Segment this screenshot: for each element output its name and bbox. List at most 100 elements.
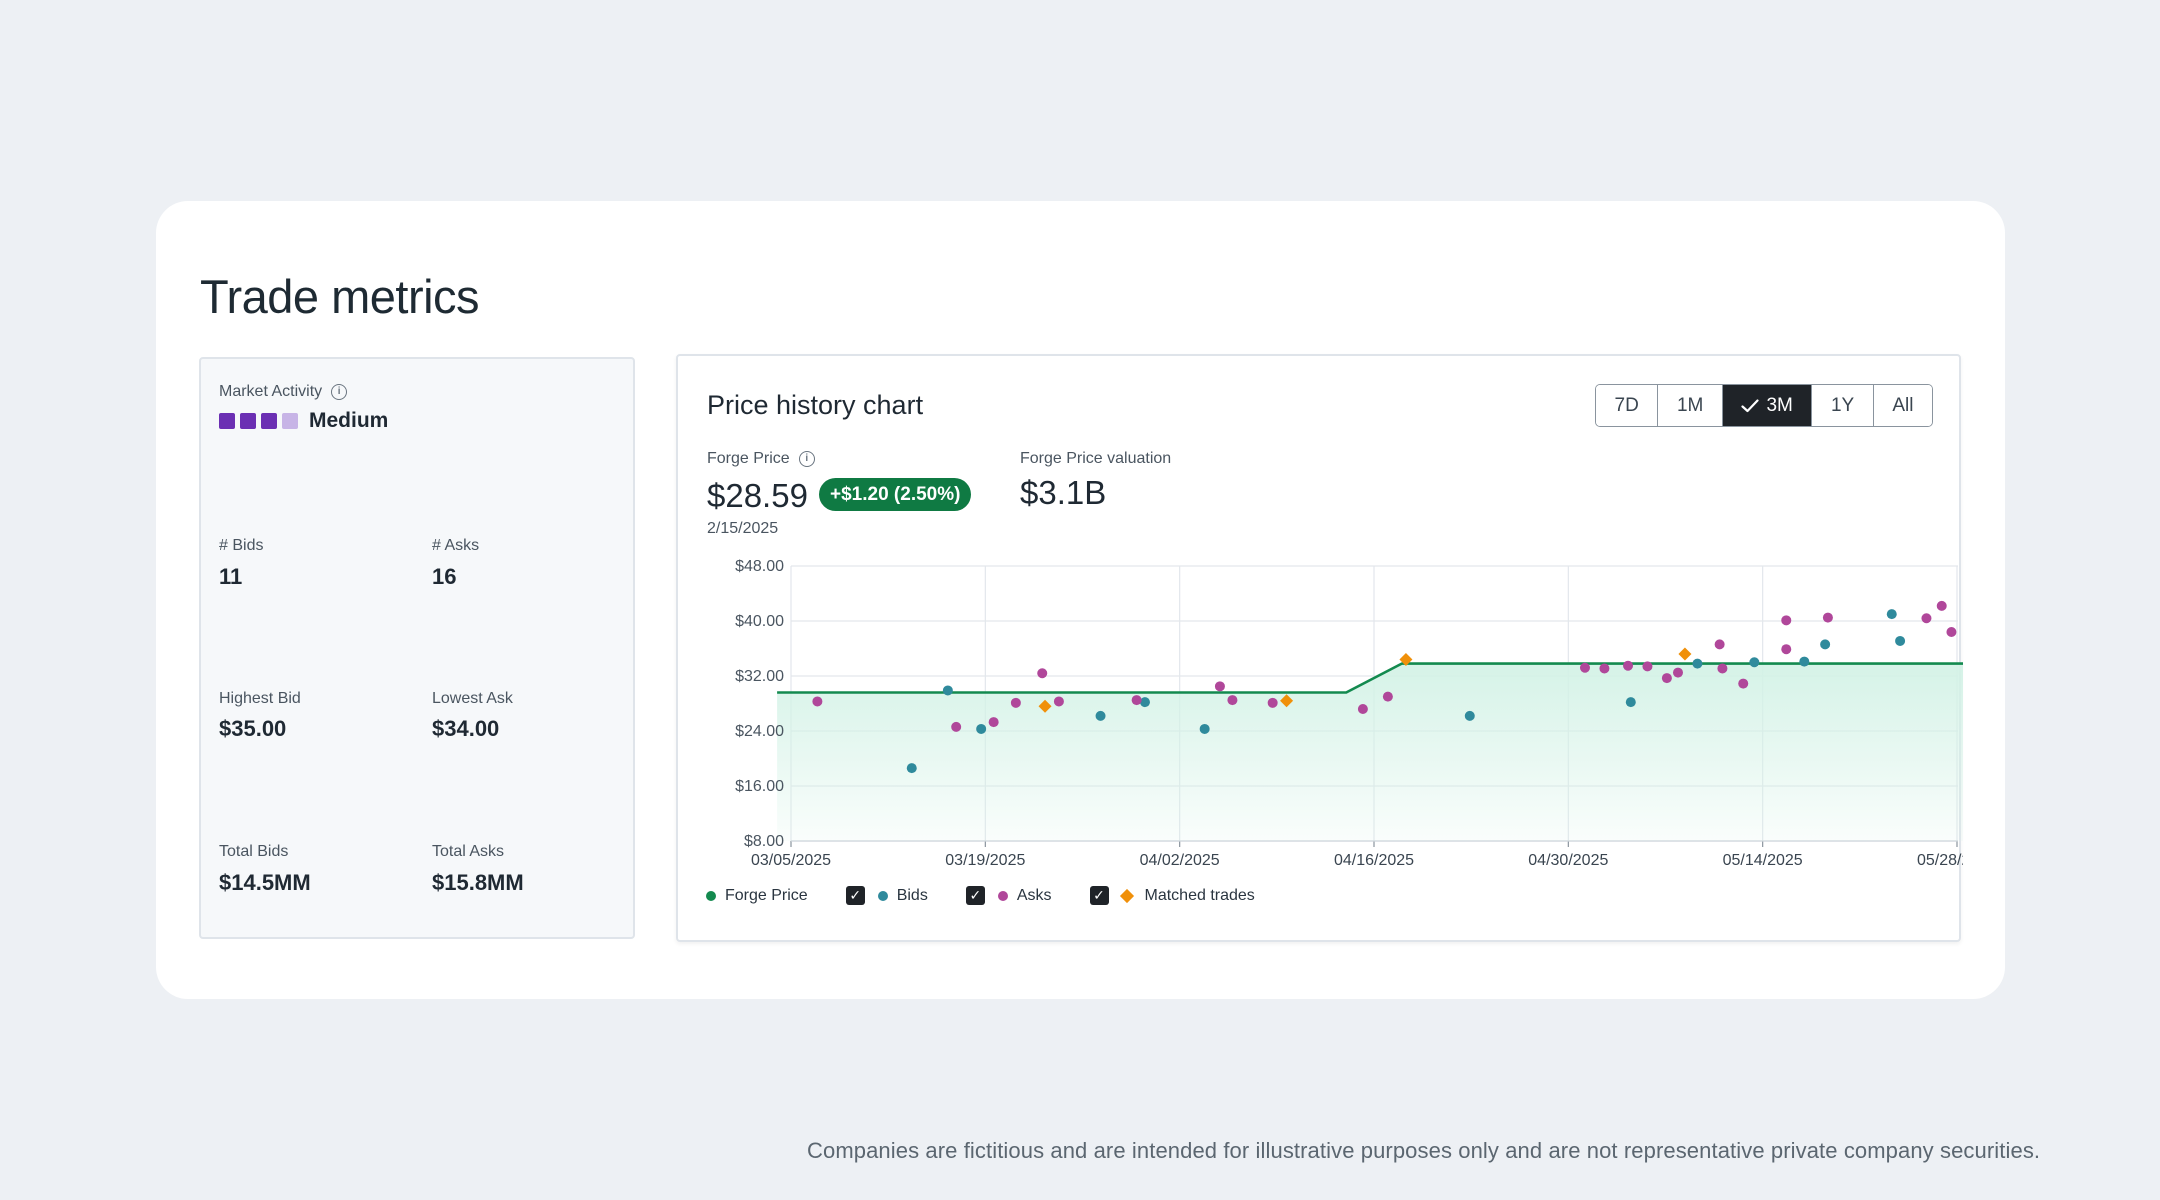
legend-bids[interactable]: ✓ Bids	[845, 886, 928, 905]
forge-price-label-text: Forge Price	[707, 450, 790, 467]
range-label: 3M	[1766, 394, 1793, 416]
range-label: 1Y	[1830, 394, 1855, 416]
legend-diamond	[1119, 888, 1134, 903]
y-tick-label: $48.00	[735, 558, 784, 575]
range-3m-button[interactable]: 3M	[1722, 385, 1813, 426]
legend-label: Asks	[1016, 886, 1052, 904]
y-tick-label: $16.00	[735, 778, 784, 795]
lowest-ask-label: Lowest Ask	[432, 690, 513, 707]
y-tick-label: $8.00	[744, 833, 784, 850]
legend-matched-trades[interactable]: ✓ Matched trades	[1089, 886, 1255, 905]
x-tick-label: 03/05/2025	[751, 852, 831, 869]
y-tick-label: $40.00	[735, 613, 784, 630]
ask-point	[1921, 613, 1932, 624]
range-1m-button[interactable]: 1M	[1658, 385, 1723, 426]
ask-point	[1936, 600, 1947, 611]
ask-point	[1053, 696, 1064, 707]
bid-point	[1692, 658, 1703, 669]
bids-count-value: 11	[219, 564, 243, 589]
ask-point	[1781, 644, 1792, 655]
legend-dot	[997, 890, 1008, 901]
ask-point	[1672, 667, 1683, 678]
legend-dot	[706, 890, 716, 901]
info-icon[interactable]: i	[798, 451, 815, 467]
price-history-chart: $48.00 $40.00 $32.00 $24.00 $16.00 $8.00 03/05…	[735, 558, 1963, 869]
bid-point	[1199, 723, 1210, 734]
valuation-value: $3.1B	[1020, 474, 1107, 511]
chart-title: Price history chart	[707, 390, 924, 420]
x-tick-label: 04/02/2025	[1140, 852, 1220, 869]
asks-count-value: 16	[432, 564, 457, 589]
ask-point	[1010, 697, 1021, 708]
ask-point	[988, 717, 999, 728]
market-activity-indicator: Medium	[219, 409, 388, 433]
ask-point	[1661, 673, 1672, 684]
page-title: Trade metrics	[200, 270, 480, 323]
price-history-panel: Price history chart 7D 1M 3M 1Y All Forg…	[676, 354, 1963, 942]
range-7d-button[interactable]: 7D	[1596, 385, 1659, 426]
matched-trade-point	[1038, 699, 1052, 713]
market-activity-label: Market Activity i	[219, 383, 348, 401]
bid-point	[1895, 635, 1906, 646]
ask-point	[1037, 668, 1048, 679]
range-all-button[interactable]: All	[1873, 385, 1932, 426]
matched-trades-checkbox[interactable]: ✓	[1089, 886, 1109, 905]
highest-bid-label: Highest Bid	[219, 690, 301, 707]
total-bids-value: $14.5MM	[219, 870, 311, 895]
stats-panel: Market Activity i Medium # Bids 11 # Ask…	[199, 357, 635, 939]
x-tick-label: 03/19/2025	[945, 852, 1025, 869]
legend-label: Forge Price	[725, 886, 808, 904]
ask-point	[1946, 627, 1957, 637]
asks-checkbox[interactable]: ✓	[965, 886, 985, 905]
bid-point	[1799, 656, 1810, 667]
lowest-ask-value: $34.00	[432, 716, 500, 741]
bid-point	[1464, 710, 1475, 721]
bid-point	[1886, 609, 1897, 620]
valuation-label: Forge Price valuation	[1020, 450, 1172, 467]
activity-level-square	[261, 413, 277, 429]
bid-point	[1625, 697, 1636, 708]
total-bids-label: Total Bids	[219, 843, 289, 860]
ask-point	[1642, 661, 1653, 672]
info-icon[interactable]: i	[331, 384, 348, 400]
ask-point	[1357, 704, 1368, 714]
bid-point	[942, 685, 953, 696]
price-change-badge: +$1.20 (2.50%)	[819, 478, 972, 511]
ask-point	[1214, 681, 1225, 692]
legend-label: Bids	[896, 886, 928, 904]
bid-point	[1820, 639, 1831, 650]
x-tick-label: 05/14/2025	[1723, 852, 1803, 869]
x-tick-label: 05/28/2025	[1917, 852, 1963, 869]
bid-point	[906, 763, 917, 774]
bid-point	[1749, 657, 1760, 668]
bid-point	[1139, 697, 1150, 708]
activity-level-square	[240, 413, 256, 429]
ask-point	[1717, 663, 1728, 674]
market-activity-label-text: Market Activity	[219, 383, 323, 400]
x-tick-label: 04/16/2025	[1334, 852, 1414, 869]
ask-point	[1131, 695, 1142, 706]
y-tick-label: $32.00	[735, 668, 784, 685]
bids-checkbox[interactable]: ✓	[845, 886, 865, 905]
forge-price-area	[777, 663, 1963, 841]
trade-metrics-card: Trade metrics Market Activity i Medium #…	[156, 201, 2005, 999]
legend-forge-price: Forge Price	[706, 887, 808, 905]
forge-price-value: $28.59	[707, 477, 808, 514]
ask-point	[1579, 662, 1590, 673]
activity-level-square	[282, 413, 298, 429]
market-activity-value: Medium	[309, 409, 389, 432]
legend-asks[interactable]: ✓ Asks	[965, 886, 1052, 905]
range-selector: 7D 1M 3M 1Y All	[1595, 384, 1933, 427]
range-label: 7D	[1614, 394, 1639, 416]
total-asks-value: $15.8MM	[432, 870, 524, 895]
ask-point	[1738, 678, 1749, 689]
forge-price-line	[777, 662, 1963, 694]
disclaimer: Companies are fictitious and are intende…	[807, 1138, 2041, 1163]
legend-label: Matched trades	[1144, 886, 1255, 904]
range-1y-button[interactable]: 1Y	[1812, 385, 1874, 426]
legend-dot	[877, 890, 888, 901]
asks-count-label: # Asks	[432, 537, 480, 554]
ask-point	[1227, 695, 1238, 706]
matched-trade-point	[1678, 647, 1692, 661]
bid-point	[1095, 710, 1106, 721]
